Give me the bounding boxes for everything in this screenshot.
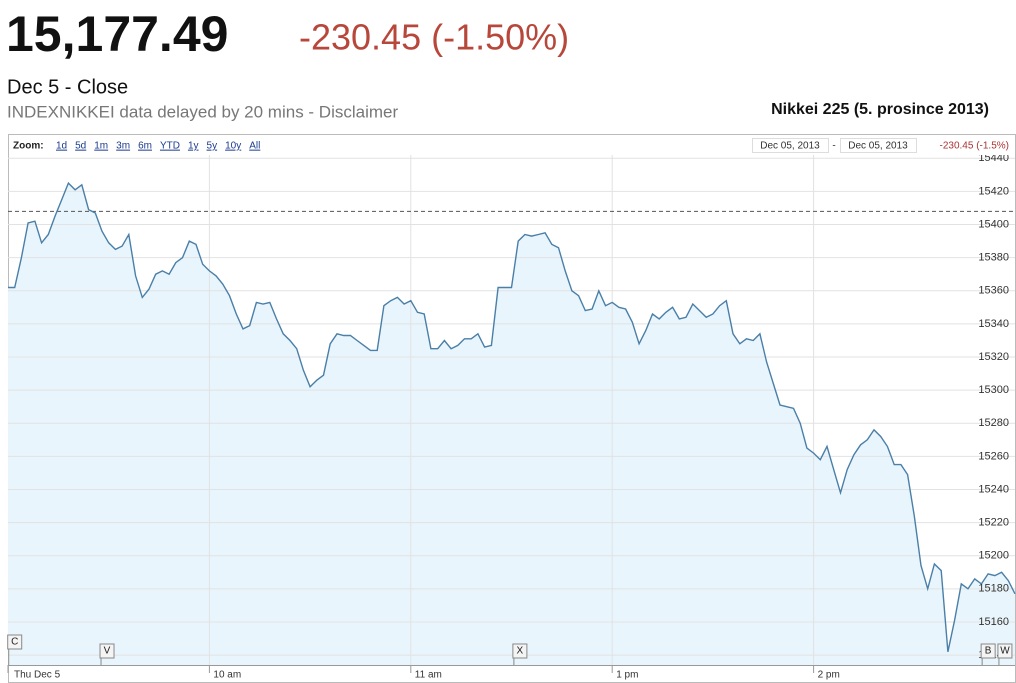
x-tick-label: 10 am	[213, 670, 241, 681]
y-tick-label: 15240	[978, 483, 1009, 495]
range-start[interactable]: Dec 05, 2013	[760, 141, 820, 152]
y-tick-label: 15440	[978, 152, 1009, 164]
plot-area: 1514015160151801520015220152401526015280…	[7, 152, 1016, 681]
zoom-option[interactable]: 6m	[138, 141, 152, 152]
y-tick-label: 15260	[978, 450, 1009, 462]
zoom-option[interactable]: 5y	[207, 141, 218, 152]
y-tick-label: 15180	[978, 583, 1009, 595]
zoom-option[interactable]: 5d	[75, 141, 86, 152]
zoom-option[interactable]: 1d	[56, 141, 67, 152]
zoom-label: Zoom:	[13, 141, 44, 152]
y-tick-label: 15380	[978, 252, 1009, 264]
x-tick-label: 2 pm	[818, 670, 840, 681]
zoom-option[interactable]: All	[249, 141, 260, 152]
y-tick-label: 15160	[978, 616, 1009, 628]
zoom-option[interactable]: YTD	[160, 141, 180, 152]
y-tick-label: 15220	[978, 517, 1009, 529]
price: 15,177.49	[6, 6, 228, 62]
range-end-box[interactable]	[840, 138, 917, 153]
zoom-option[interactable]: 1y	[188, 141, 199, 152]
range-change: -230.45 (-1.5%)	[940, 141, 1009, 152]
range-start-box[interactable]	[752, 138, 829, 153]
date-label: Dec 5 - Close	[7, 76, 128, 98]
zoom-option[interactable]: 10y	[225, 141, 241, 152]
zoom-option[interactable]: 1m	[94, 141, 108, 152]
flag[interactable]	[99, 643, 115, 659]
range-end[interactable]: Dec 05, 2013	[848, 141, 908, 152]
x-tick-label: 1 pm	[616, 670, 638, 681]
y-tick-label: 15200	[978, 550, 1009, 562]
y-tick-label: 15340	[978, 318, 1009, 330]
flag-label[interactable]: C	[11, 637, 18, 648]
y-tick-label: 15420	[978, 185, 1009, 197]
price-change: -230.45 (-1.50%)	[299, 17, 569, 58]
range-separator: -	[832, 141, 835, 152]
flag-label[interactable]: B	[985, 646, 992, 657]
flag-label[interactable]: V	[104, 646, 111, 657]
y-tick-label: 15400	[978, 218, 1009, 230]
chart-title: Nikkei 225 (5. prosince 2013)	[771, 101, 989, 118]
delay-note: INDEXNIKKEI data delayed by 20 mins - Di…	[7, 102, 398, 121]
y-tick-label: 15320	[978, 351, 1009, 363]
flag-label[interactable]: X	[517, 646, 524, 657]
zoom-option[interactable]: 3m	[116, 141, 130, 152]
x-tick-label: Thu Dec 5	[14, 670, 61, 681]
flag[interactable]	[980, 643, 996, 659]
y-tick-label: 15280	[978, 417, 1009, 429]
line	[8, 181, 1016, 652]
flag[interactable]	[7, 634, 23, 650]
flag[interactable]	[512, 643, 528, 659]
y-tick-label: 15300	[978, 384, 1009, 396]
flag-label[interactable]: W	[1000, 646, 1010, 657]
flag[interactable]	[997, 643, 1013, 659]
y-tick-label: 15360	[978, 285, 1009, 297]
x-tick-label: 11 am	[415, 670, 442, 681]
zoom-options: 1d 5d 1m 3m 6m YTD 1y 5y 10y All	[56, 141, 260, 152]
